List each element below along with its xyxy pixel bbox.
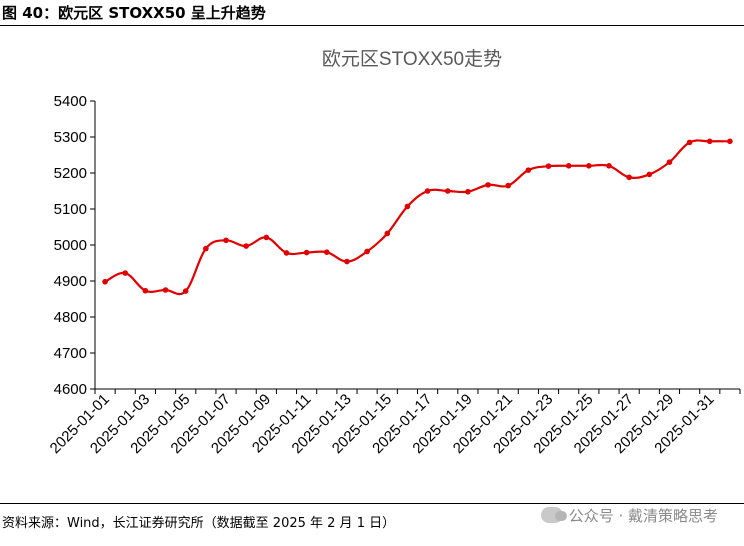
data-point <box>646 171 653 178</box>
figure-caption: 图 40：欧元区 STOXX50 呈上升趋势 <box>2 4 266 22</box>
data-point <box>243 243 249 249</box>
data-point <box>142 287 149 294</box>
data-point <box>626 174 632 181</box>
series-line <box>104 139 730 296</box>
data-point <box>565 163 572 169</box>
data-point <box>122 270 129 276</box>
data-point <box>102 278 108 285</box>
data-point <box>344 258 350 265</box>
y-tick-label: 4600 <box>54 381 87 398</box>
data-point <box>666 159 673 165</box>
data-point <box>283 250 290 256</box>
data-point <box>223 237 229 244</box>
y-tick-label: 4800 <box>54 309 87 326</box>
data-point <box>263 234 270 241</box>
y-tick-label: 5000 <box>54 237 87 254</box>
data-point <box>323 249 330 255</box>
data-point <box>162 287 169 293</box>
data-point <box>545 163 552 169</box>
y-tick-label: 5400 <box>54 93 87 110</box>
y-tick-label: 5200 <box>54 165 87 182</box>
data-point <box>485 182 491 188</box>
data-point <box>424 188 431 194</box>
caption-rule <box>0 25 744 26</box>
data-point <box>404 203 411 210</box>
y-tick-label: 5100 <box>54 201 87 218</box>
source-rule <box>0 503 744 504</box>
y-tick-label: 5300 <box>54 129 87 146</box>
watermark-text: 公众号 · 戴清策略思考 <box>568 507 718 525</box>
chart-title: 欧元区STOXX50走势 <box>322 48 502 70</box>
y-tick-label: 4900 <box>54 273 87 290</box>
x-axis: 2025-01-012025-01-032025-01-052025-01-07… <box>47 388 741 457</box>
data-point <box>686 139 693 146</box>
source-note: 资料来源：Wind，长江证券研究所（数据截至 2025 年 2 月 1 日） <box>2 516 396 531</box>
data-point <box>203 245 209 252</box>
data-point <box>706 138 713 145</box>
y-axis: 4600 4700 4800 4900 5000 5100 5200 5300 5400 <box>54 93 96 398</box>
wechat-icon <box>540 507 567 523</box>
line-chart: 欧元区STOXX50走势 4600 4700 4800 4900 5000 5100 520… <box>47 48 741 457</box>
data-point <box>525 167 532 173</box>
data-point <box>586 163 592 169</box>
data-point <box>384 230 391 237</box>
data-point <box>364 248 370 255</box>
data-point <box>182 288 189 294</box>
data-point <box>505 182 512 189</box>
watermark: 公众号 · 戴清策略思考 <box>540 505 718 526</box>
data-point <box>727 138 733 145</box>
y-tick-label: 4700 <box>54 345 87 362</box>
data-point <box>444 188 451 194</box>
data-point <box>303 249 310 256</box>
data-point <box>606 163 612 169</box>
series-stoxx50 <box>102 138 733 296</box>
data-point <box>465 188 471 195</box>
